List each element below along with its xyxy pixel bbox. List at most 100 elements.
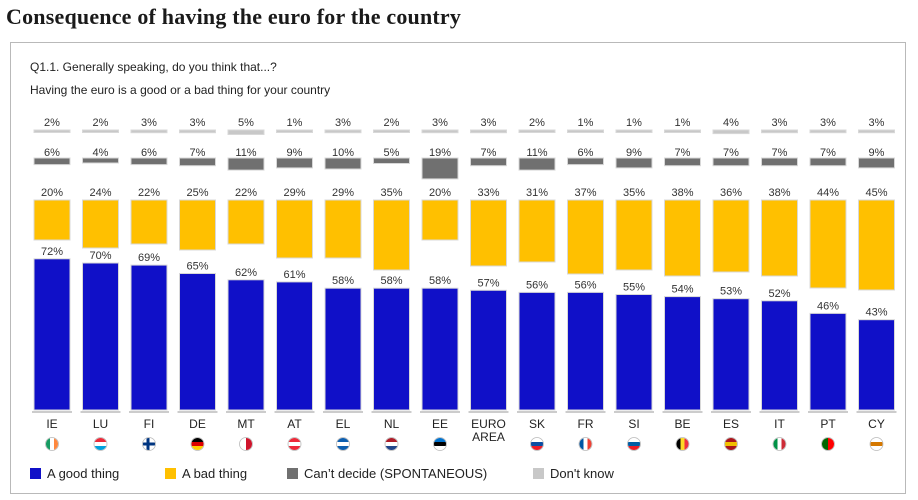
legend-swatch-bad [165, 468, 176, 479]
value-label-cant-decide-ee: 19% [429, 147, 451, 159]
value-label-dont-know-mt: 5% [238, 117, 254, 129]
bar-cant-decide-sk [518, 157, 556, 171]
value-label-cant-decide-el: 10% [332, 147, 354, 159]
bar-good-it [761, 300, 798, 411]
bar-dont-know-lu [82, 129, 119, 133]
value-label-cant-decide-fr: 6% [578, 147, 594, 159]
estonia-flag-icon [433, 437, 447, 451]
bar-good-si [615, 294, 653, 411]
france-flag-icon [578, 437, 593, 451]
category-label-lu: LU [93, 417, 108, 431]
value-label-dont-know-ee: 3% [432, 117, 448, 129]
value-label-good-euro-area: 57% [477, 277, 499, 289]
bar-cant-decide-es [712, 157, 750, 167]
slovakia-flag-icon [530, 437, 544, 451]
value-label-good-cy: 43% [865, 307, 887, 319]
value-label-good-ie: 72% [41, 246, 63, 258]
category-label-fr: FR [578, 417, 594, 431]
luxembourg-flag-icon [93, 437, 108, 451]
bar-dont-know-nl [373, 129, 410, 133]
value-label-cant-decide-cy: 9% [869, 147, 885, 159]
value-label-bad-euro-area: 33% [477, 187, 499, 199]
category-label-euro-area-1: AREA [472, 430, 505, 444]
bar-cant-decide-it [761, 157, 798, 167]
bar-good-de [179, 273, 216, 411]
bar-cant-decide-ie [33, 157, 71, 166]
value-label-bad-be: 38% [671, 187, 693, 199]
value-label-dont-know-ie: 2% [44, 117, 60, 129]
slovenia-flag-icon [627, 437, 641, 451]
legend-item-dont-know: Don't know [533, 466, 614, 481]
value-label-good-sk: 56% [526, 279, 548, 291]
value-label-bad-fi: 22% [138, 187, 160, 199]
value-label-cant-decide-euro-area: 7% [481, 147, 497, 159]
value-label-good-fr: 56% [574, 279, 596, 291]
bar-bad-pt [809, 199, 847, 289]
bar-cant-decide-el [324, 157, 362, 170]
value-label-bad-mt: 22% [235, 187, 257, 199]
bar-bad-es [712, 199, 750, 273]
bar-good-cy [858, 319, 895, 411]
bar-cant-decide-lu [82, 157, 119, 164]
value-label-good-el: 58% [332, 275, 354, 287]
bar-good-ee [421, 287, 459, 411]
category-label-ie: IE [46, 417, 57, 431]
portugal-flag-icon [821, 437, 835, 451]
bar-bad-ie [33, 199, 71, 241]
netherlands-flag-icon [384, 437, 399, 451]
value-label-good-si: 55% [623, 282, 645, 294]
value-label-dont-know-it: 3% [772, 117, 788, 129]
bar-dont-know-es [712, 129, 750, 135]
value-label-cant-decide-de: 7% [190, 147, 206, 159]
category-label-it: IT [774, 417, 785, 431]
value-label-cant-decide-es: 7% [723, 147, 739, 159]
value-label-dont-know-si: 1% [626, 117, 642, 129]
bar-dont-know-sk [518, 129, 556, 133]
spain-flag-icon [724, 437, 738, 451]
legend-item-bad: A bad thing [165, 466, 247, 481]
category-label-si: SI [628, 417, 639, 431]
bar-good-es [712, 298, 750, 411]
value-label-good-ee: 58% [429, 275, 451, 287]
chart-title: Consequence of having the euro for the c… [6, 4, 462, 29]
bar-cant-decide-si [615, 157, 653, 169]
bar-cant-decide-mt [227, 157, 265, 171]
germany-flag-icon [190, 437, 205, 451]
bar-good-sk [518, 291, 556, 411]
value-label-bad-lu: 24% [89, 187, 111, 199]
value-label-cant-decide-be: 7% [675, 147, 691, 159]
value-label-dont-know-euro-area: 3% [481, 117, 497, 129]
value-label-bad-ee: 20% [429, 187, 451, 199]
value-label-dont-know-el: 3% [335, 117, 351, 129]
bar-bad-euro-area [470, 199, 507, 267]
bar-dont-know-cy [858, 129, 895, 134]
value-label-bad-nl: 35% [380, 187, 402, 199]
category-label-mt: MT [237, 417, 255, 431]
bar-cant-decide-be [664, 157, 701, 167]
chart-frame [10, 42, 906, 494]
bar-good-lu [82, 262, 119, 411]
bar-cant-decide-euro-area [470, 157, 507, 167]
value-label-good-nl: 58% [380, 275, 402, 287]
category-label-ee: EE [432, 417, 448, 431]
bar-good-ie [33, 258, 71, 411]
category-label-de: DE [189, 417, 206, 431]
belgium-flag-icon [675, 437, 690, 451]
value-label-dont-know-at: 1% [287, 117, 303, 129]
value-label-bad-at: 29% [283, 187, 305, 199]
value-label-good-es: 53% [720, 286, 742, 298]
bar-bad-el [324, 199, 362, 259]
value-label-dont-know-fr: 1% [578, 117, 594, 129]
bar-bad-fi [130, 199, 168, 245]
value-label-dont-know-es: 4% [723, 117, 739, 129]
legend-label-good: A good thing [47, 466, 120, 481]
legend-label-bad: A bad thing [182, 466, 248, 481]
legend-swatch-good [30, 468, 41, 479]
bar-good-mt [227, 279, 265, 411]
legend-item-cant-decide: Can’t decide (SPONTANEOUS) [287, 466, 487, 481]
value-label-dont-know-be: 1% [675, 117, 691, 129]
ireland-flag-icon [45, 437, 59, 451]
bar-dont-know-euro-area [470, 129, 507, 134]
bar-dont-know-fi [130, 129, 168, 134]
